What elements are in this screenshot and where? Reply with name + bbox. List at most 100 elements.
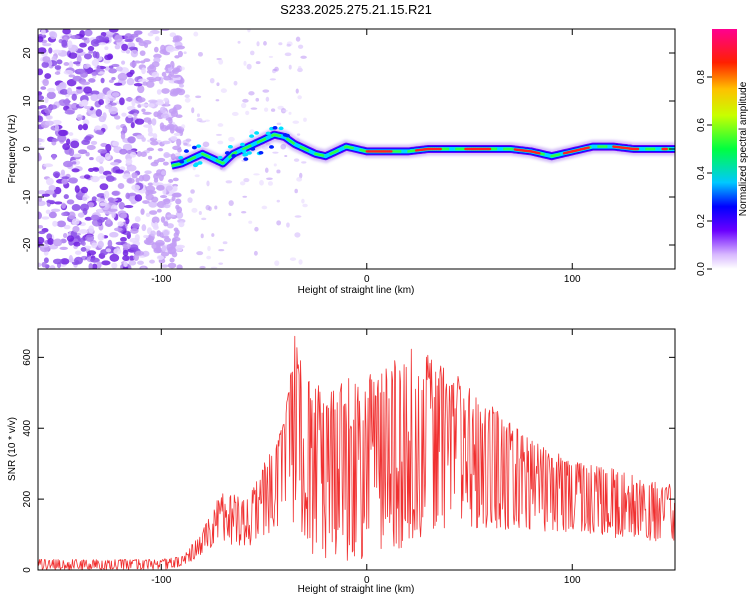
noise-blob [166, 123, 175, 130]
noise-blob [38, 36, 44, 43]
noise-blob [166, 223, 174, 229]
noise-blob [128, 260, 137, 266]
noise-blob [267, 181, 273, 186]
ridge-blob [224, 151, 230, 155]
noise-blob [184, 94, 190, 99]
spectrogram-ridge [169, 126, 675, 173]
noise-blob [38, 196, 43, 202]
noise-blob [215, 133, 222, 136]
noise-blob [133, 254, 139, 261]
noise-blob [77, 124, 83, 131]
noise-blob [172, 106, 177, 112]
noise-blob [157, 147, 164, 152]
noise-blob [95, 198, 105, 202]
noise-blob [52, 220, 58, 227]
noise-blob [228, 200, 234, 206]
noise-blob [102, 36, 110, 41]
noise-blob [294, 188, 298, 194]
noise-blob [92, 263, 98, 269]
spectrogram-x-tick-label: 100 [564, 274, 581, 285]
snr-area [38, 329, 675, 570]
noise-blob [245, 110, 250, 116]
noise-blob [86, 144, 96, 151]
noise-blob [129, 151, 137, 158]
noise-blob [95, 129, 103, 135]
noise-blob [296, 133, 301, 136]
snr-plot: -100 0 100 0 200 400 600 Height of straight l… [7, 328, 676, 595]
noise-blob [48, 104, 58, 110]
noise-blob [101, 260, 111, 266]
noise-blob [66, 79, 77, 87]
noise-blob [206, 180, 210, 187]
noise-blob [102, 112, 107, 120]
spectrogram-y-ticks: -20 -10 0 10 20 [22, 47, 675, 252]
noise-blob [172, 185, 178, 192]
noise-blob [162, 229, 170, 237]
noise-blob [265, 96, 270, 102]
noise-blob [91, 71, 98, 76]
noise-blob [276, 199, 280, 203]
noise-blob [38, 211, 43, 220]
noise-blob [206, 255, 212, 260]
noise-blob [83, 86, 93, 94]
noise-blob [199, 120, 207, 123]
colorbar-tick-label: 0.8 [696, 70, 707, 84]
noise-blob [62, 29, 71, 35]
noise-blob [111, 262, 118, 269]
noise-blob [117, 183, 125, 190]
noise-blob [151, 61, 160, 68]
noise-blob [172, 88, 183, 94]
noise-blob [150, 230, 156, 237]
noise-blob [141, 67, 146, 75]
noise-blob [141, 108, 146, 113]
noise-blob [46, 199, 55, 204]
noise-blob [131, 222, 140, 229]
noise-blob [138, 78, 148, 83]
snr-y-axis-label: SNR (10 * v/v) [7, 417, 18, 481]
noise-blob [157, 157, 166, 163]
noise-blob [78, 229, 89, 234]
noise-blob [299, 172, 303, 179]
noise-blob [105, 248, 112, 253]
noise-blob [179, 83, 185, 88]
noise-blob [131, 172, 138, 179]
noise-blob [152, 133, 158, 139]
noise-blob [88, 263, 93, 269]
noise-blob [126, 77, 135, 86]
noise-blob [70, 140, 80, 149]
noise-blob [255, 61, 261, 65]
noise-blob [197, 51, 203, 57]
noise-blob [149, 259, 155, 264]
noise-blob [98, 166, 104, 174]
noise-blob [228, 212, 232, 217]
noise-blob [172, 192, 182, 198]
noise-blob [298, 65, 302, 70]
noise-blob [71, 153, 82, 158]
noise-blob [122, 125, 128, 134]
noise-blob [67, 40, 73, 49]
noise-blob [38, 106, 44, 110]
ridge-blob [243, 152, 249, 157]
noise-blob [61, 178, 69, 185]
noise-blob [237, 40, 241, 44]
noise-blob [111, 92, 120, 97]
noise-blob [103, 190, 110, 199]
noise-blob [272, 151, 279, 154]
noise-blob [166, 214, 176, 218]
noise-blob [174, 245, 183, 252]
noise-blob [95, 155, 105, 163]
noise-blob [38, 153, 41, 161]
noise-blob [165, 45, 175, 53]
noise-blob [107, 197, 114, 202]
noise-blob [75, 86, 84, 90]
noise-blob [147, 155, 153, 160]
noise-blob [288, 111, 292, 115]
noise-blob [61, 212, 68, 217]
noise-blob [73, 241, 81, 247]
noise-blob [72, 75, 83, 82]
noise-blob [175, 204, 180, 210]
noise-blob [72, 161, 77, 165]
noise-blob [177, 50, 183, 58]
noise-blob [175, 45, 186, 50]
noise-blob [105, 97, 111, 105]
